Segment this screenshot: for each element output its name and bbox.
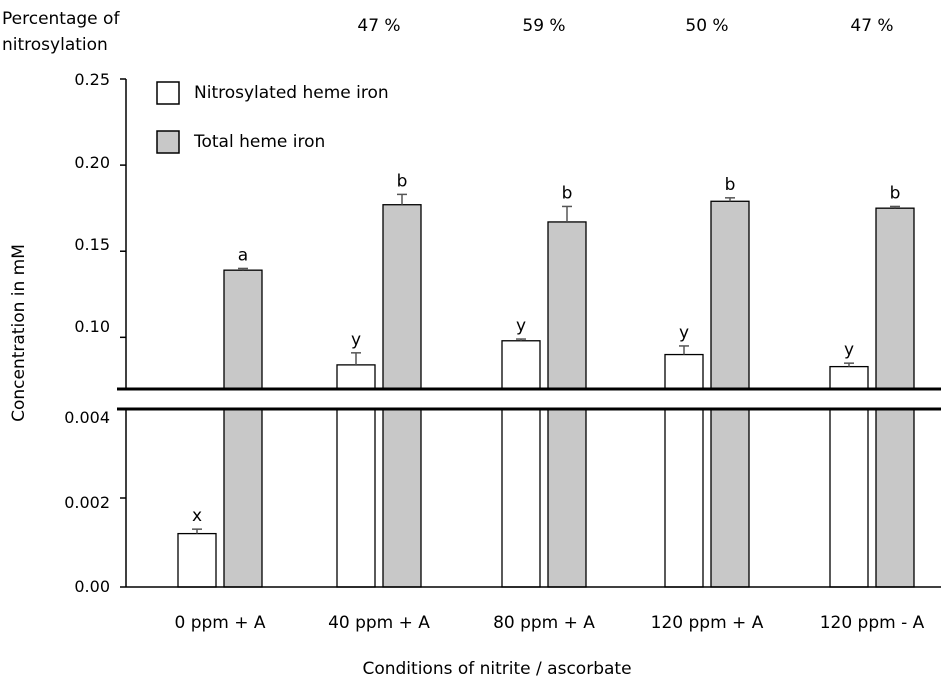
significance-letter: b [562, 183, 573, 203]
bar-total-upper [223, 269, 263, 390]
significance-letter: y [516, 316, 526, 336]
bar-total-lower [710, 408, 750, 588]
y-tick-label-lower-3: 0.00 [74, 577, 110, 596]
bar-nitrosylated-lower [501, 408, 541, 588]
bar-total-upper [875, 207, 915, 390]
percentage-label: 59 % [522, 16, 565, 36]
y-tick-label-upper-1: 0.25 [74, 70, 110, 89]
bar-total-lower [875, 408, 915, 588]
x-tick-label: 120 ppm - A [820, 613, 925, 633]
significance-letter: x [192, 506, 202, 526]
percentage-label: 47 % [357, 16, 400, 36]
bar-total-upper [710, 200, 750, 390]
y-tick-label-lower-2: 0.002 [64, 493, 110, 512]
bar-total-upper [547, 221, 587, 390]
bar-total-lower [382, 408, 422, 588]
x-tick-label: 40 ppm + A [328, 613, 430, 633]
significance-letter: b [725, 175, 736, 195]
significance-letter: y [679, 323, 689, 343]
percentage-label: 47 % [850, 16, 893, 36]
y-axis-title: Concentration in mM [9, 244, 29, 422]
bar-total-lower [223, 408, 263, 588]
significance-letter: a [238, 245, 248, 265]
bar-nitrosylated-upper [664, 353, 704, 390]
x-tick-label: 0 ppm + A [174, 613, 265, 633]
significance-letter: b [890, 183, 901, 203]
bar-nitrosylated-upper [336, 364, 376, 390]
y-tick-label-upper-2: 0.20 [74, 153, 110, 172]
bar-nitrosylated-lower [664, 408, 704, 588]
bar-nitrosylated-upper [829, 365, 869, 390]
significance-letter: y [844, 340, 854, 360]
bar-total-lower [547, 408, 587, 588]
bar-total-upper [382, 204, 422, 390]
x-axis-title: Conditions of nitrite / ascorbate [362, 659, 631, 679]
percentage-header-line-1: Percentage of [2, 9, 120, 29]
bar-nitrosylated-lower [336, 408, 376, 588]
axis-break-gap [118, 390, 941, 408]
legend-swatch-total [156, 130, 180, 154]
significance-letter: b [397, 171, 408, 191]
y-tick-label-upper-3: 0.15 [74, 235, 110, 254]
bar-nitrosylated-upper [501, 340, 541, 390]
percentage-label: 50 % [685, 16, 728, 36]
percentage-header-line-2: nitrosylation [2, 35, 108, 55]
x-tick-label: 120 ppm + A [651, 613, 764, 633]
y-tick-label-upper-4: 0.10 [74, 317, 110, 336]
bar-nitrosylated-lower [829, 408, 869, 588]
legend-label-nitrosylated: Nitrosylated heme iron [194, 83, 389, 103]
bar-nitrosylated [177, 532, 217, 588]
x-tick-label: 80 ppm + A [493, 613, 595, 633]
significance-letter: y [351, 330, 361, 350]
legend-swatch-nitrosylated [156, 81, 180, 105]
legend-label-total: Total heme iron [193, 132, 325, 152]
y-tick-label-lower-1: 0.004 [64, 408, 110, 427]
plot-area: x y y y y a b b b b 0 ppm + A 40 ppm + A 80 ppm + A 1… [117, 16, 941, 633]
